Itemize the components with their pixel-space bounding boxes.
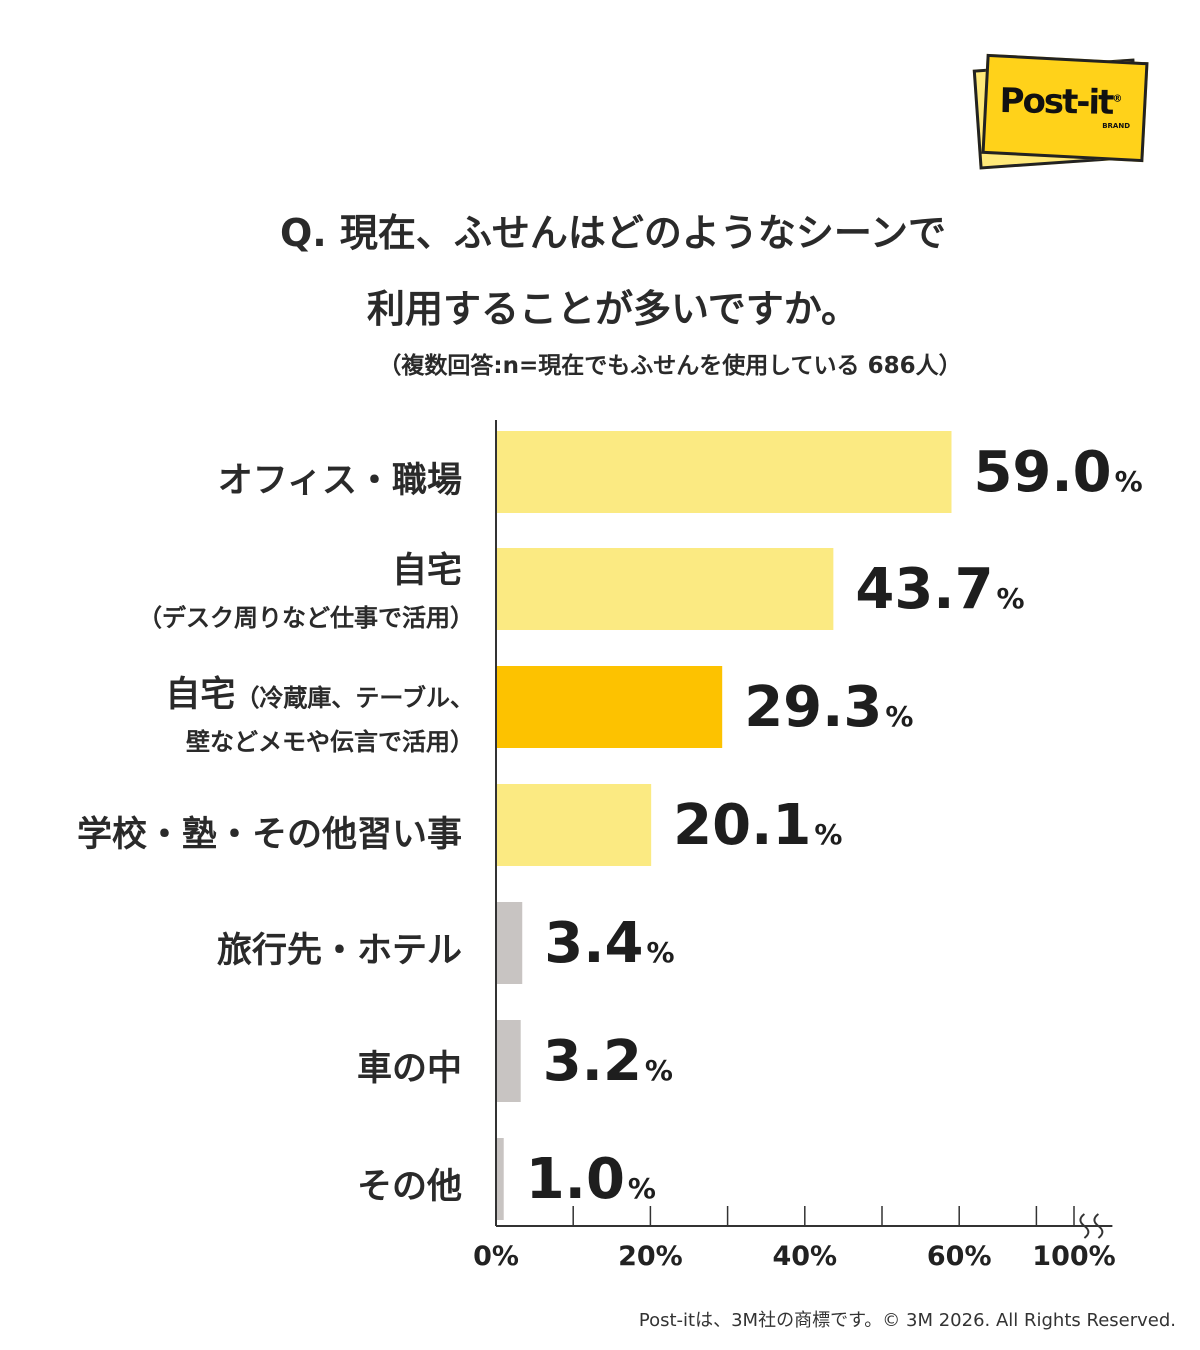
- category-label-home-memo-note-2: 壁などメモや伝言で活用）: [186, 728, 474, 756]
- logo-brand-text: BRAND: [1102, 122, 1130, 130]
- value-label-3: 20.1%: [673, 793, 842, 858]
- value-label-0: 59.0%: [973, 440, 1142, 505]
- x-tick-label-60: 60%: [927, 1241, 992, 1272]
- axis-break-mark-2: [1093, 1213, 1104, 1239]
- chart-title-line-1: Q. 現在、ふせんはどのようなシーンで: [279, 211, 947, 255]
- value-label-1: 43.7%: [855, 557, 1024, 622]
- footer-copyright: Post-itは、3M社の商標です。© 3M 2026. All Rights …: [638, 1310, 1176, 1331]
- axis-break-mark-1: [1079, 1213, 1090, 1239]
- value-label-6: 1.0%: [526, 1147, 656, 1212]
- category-label-car: 車の中: [356, 1049, 462, 1089]
- bar-0: [496, 431, 952, 513]
- post-it-logo: Post-it® BRAND: [972, 48, 1152, 170]
- category-label-home-memo: 自宅（冷蔵庫、テーブル、: [165, 666, 474, 717]
- x-tick-label-100: 100%: [1032, 1241, 1115, 1272]
- bar-2: [496, 666, 723, 748]
- x-tick-label-40: 40%: [772, 1241, 837, 1272]
- x-tick-label-20: 20%: [618, 1241, 683, 1272]
- category-label-home-work: 自宅: [391, 551, 462, 591]
- bar-1: [496, 548, 834, 630]
- logo-wordmark: Post-it®: [999, 80, 1121, 123]
- bar-5: [496, 1020, 521, 1102]
- category-label-office: オフィス・職場: [217, 461, 462, 501]
- category-label-home-work-note: （デスク周りなど仕事で活用）: [138, 604, 474, 632]
- category-label-travel: 旅行先・ホテル: [216, 931, 462, 971]
- bar-6: [496, 1138, 504, 1220]
- value-label-2: 29.3%: [744, 675, 913, 740]
- chart-subtitle: （複数回答:n=現在でもふせんを使用している 686人）: [378, 353, 962, 379]
- category-label-school: 学校・塾・その他習い事: [76, 815, 462, 855]
- category-label-home-memo-main: 自宅: [165, 675, 236, 715]
- category-label-other: その他: [356, 1167, 462, 1207]
- bar-4: [496, 902, 523, 984]
- bar-3: [496, 784, 652, 866]
- chart-title-line-2: 利用することが多いですか。: [366, 287, 860, 331]
- category-label-home-memo-note-1: （冷蔵庫、テーブル、: [235, 684, 474, 712]
- x-tick-label-0: 0%: [473, 1241, 519, 1272]
- value-label-5: 3.2%: [543, 1029, 673, 1094]
- value-label-4: 3.4%: [544, 911, 674, 976]
